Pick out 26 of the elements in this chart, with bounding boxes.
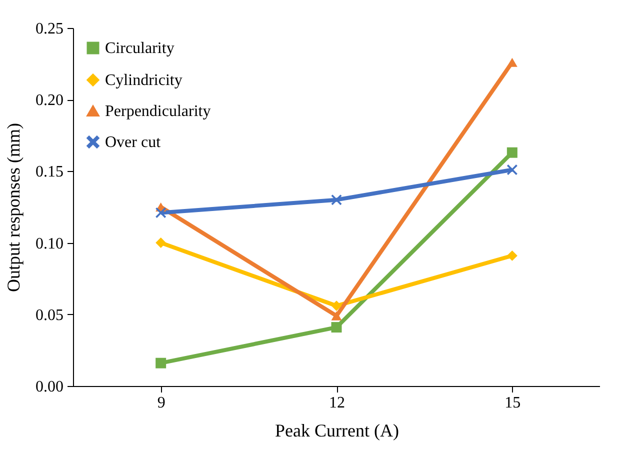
point	[156, 358, 166, 368]
y-tick-label: 0.25	[36, 20, 64, 38]
legend-label: Over cut	[105, 134, 162, 151]
point	[331, 194, 342, 206]
y-tick-label: 0.05	[36, 306, 64, 324]
point	[156, 207, 166, 218]
y-tick-label: 0.15	[36, 164, 64, 181]
legend-label: Perpendicularity	[105, 103, 211, 120]
x-axis-title: Peak Current (A)	[275, 420, 399, 440]
point	[506, 164, 518, 176]
point	[156, 238, 166, 248]
x-tick-label: 15	[504, 394, 521, 412]
point	[331, 322, 342, 333]
y-tick-label: 0.00	[36, 378, 64, 396]
legend-label: Circularity	[105, 40, 174, 57]
x-tick-label: 9	[157, 394, 166, 412]
point	[506, 58, 518, 67]
y-tick-label: 0.10	[36, 235, 64, 252]
x-tick-label: 12	[329, 394, 345, 412]
point	[506, 250, 518, 261]
y-tick-label: 0.20	[36, 92, 64, 110]
legend-label: Cylindricity	[105, 72, 182, 89]
point	[331, 311, 342, 320]
point	[506, 147, 518, 158]
point	[331, 300, 342, 312]
y-axis-title: Output responses (mm)	[4, 123, 24, 292]
